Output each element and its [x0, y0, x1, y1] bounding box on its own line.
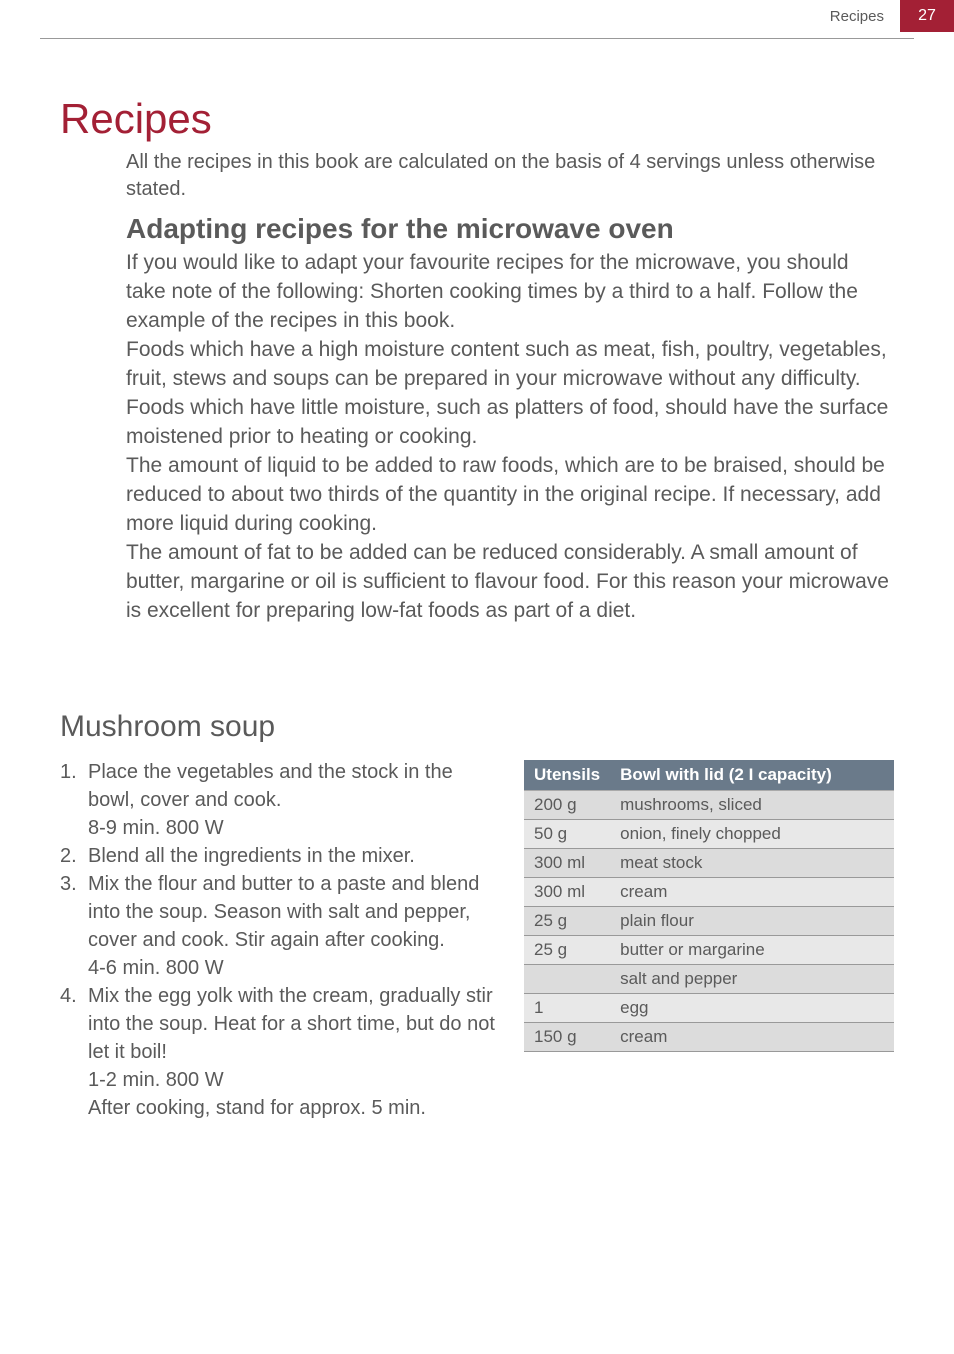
- paragraph: The amount of fat to be added can be red…: [126, 539, 894, 626]
- recipe-step: Mix the flour and butter to a paste and …: [60, 870, 500, 982]
- body-text: If you would like to adapt your favourit…: [126, 249, 894, 626]
- content: Recipes All the recipes in this book are…: [0, 39, 954, 1122]
- header-bar: Recipes 27: [0, 0, 954, 32]
- recipe-step: Mix the egg yolk with the cream, gradual…: [60, 982, 500, 1122]
- ingredients-table: Utensils Bowl with lid (2 I capacity) 20…: [524, 760, 894, 1052]
- recipe-title: Mushroom soup: [60, 710, 894, 744]
- table-row: 300 mlmeat stock: [524, 848, 894, 877]
- qty-cell: 150 g: [524, 1022, 610, 1051]
- recipe-step: Blend all the ingredients in the mixer.: [60, 842, 500, 870]
- item-cell: cream: [610, 877, 894, 906]
- table-row: 25 gbutter or margarine: [524, 935, 894, 964]
- item-cell: plain flour: [610, 906, 894, 935]
- ingredients-tbody: 200 gmushrooms, sliced 50 gonion, finely…: [524, 790, 894, 1051]
- table-header-row: Utensils Bowl with lid (2 I capacity): [524, 760, 894, 791]
- table-row: 50 gonion, finely chopped: [524, 819, 894, 848]
- item-cell: salt and pepper: [610, 964, 894, 993]
- table-row: 1egg: [524, 993, 894, 1022]
- qty-cell: 300 ml: [524, 877, 610, 906]
- recipe-steps: Place the vegetables and the stock in th…: [60, 758, 500, 1122]
- item-cell: cream: [610, 1022, 894, 1051]
- qty-cell: [524, 964, 610, 993]
- step-text: Mix the flour and butter to a paste and …: [88, 870, 500, 954]
- step-text: Place the vegetables and the stock in th…: [88, 758, 500, 814]
- item-cell: butter or margarine: [610, 935, 894, 964]
- paragraph: Foods which have a high moisture content…: [126, 336, 894, 394]
- step-timing: 1-2 min. 800 W: [88, 1066, 500, 1094]
- qty-cell: 200 g: [524, 790, 610, 819]
- qty-cell: 1: [524, 993, 610, 1022]
- table-row: 150 gcream: [524, 1022, 894, 1051]
- table-header-item: Bowl with lid (2 I capacity): [610, 760, 894, 791]
- step-timing: 4-6 min. 800 W: [88, 954, 500, 982]
- recipe-steps-column: Place the vegetables and the stock in th…: [60, 758, 500, 1122]
- table-row: 300 mlcream: [524, 877, 894, 906]
- qty-cell: 25 g: [524, 935, 610, 964]
- recipe-step: Place the vegetables and the stock in th…: [60, 758, 500, 842]
- step-after: After cooking, stand for approx. 5 min.: [88, 1094, 500, 1122]
- paragraph: Foods which have little moisture, such a…: [126, 394, 894, 452]
- item-cell: meat stock: [610, 848, 894, 877]
- qty-cell: 25 g: [524, 906, 610, 935]
- recipe-columns: Place the vegetables and the stock in th…: [60, 758, 894, 1122]
- step-timing: 8-9 min. 800 W: [88, 814, 500, 842]
- ingredients-column: Utensils Bowl with lid (2 I capacity) 20…: [524, 758, 894, 1122]
- step-text: Blend all the ingredients in the mixer.: [88, 842, 500, 870]
- qty-cell: 50 g: [524, 819, 610, 848]
- page-number: 27: [900, 0, 954, 32]
- table-header-utensils: Utensils: [524, 760, 610, 791]
- table-row: 25 gplain flour: [524, 906, 894, 935]
- item-cell: egg: [610, 993, 894, 1022]
- table-row: 200 gmushrooms, sliced: [524, 790, 894, 819]
- table-row: salt and pepper: [524, 964, 894, 993]
- header-label: Recipes: [830, 8, 884, 25]
- section-title: Adapting recipes for the microwave oven: [126, 213, 894, 245]
- qty-cell: 300 ml: [524, 848, 610, 877]
- main-title: Recipes: [60, 95, 894, 143]
- item-cell: onion, finely chopped: [610, 819, 894, 848]
- paragraph: If you would like to adapt your favourit…: [126, 249, 894, 336]
- intro-text: All the recipes in this book are calcula…: [126, 149, 894, 203]
- recipe-section: Mushroom soup Place the vegetables and t…: [60, 710, 894, 1122]
- item-cell: mushrooms, sliced: [610, 790, 894, 819]
- step-text: Mix the egg yolk with the cream, gradual…: [88, 982, 500, 1066]
- paragraph: The amount of liquid to be added to raw …: [126, 452, 894, 539]
